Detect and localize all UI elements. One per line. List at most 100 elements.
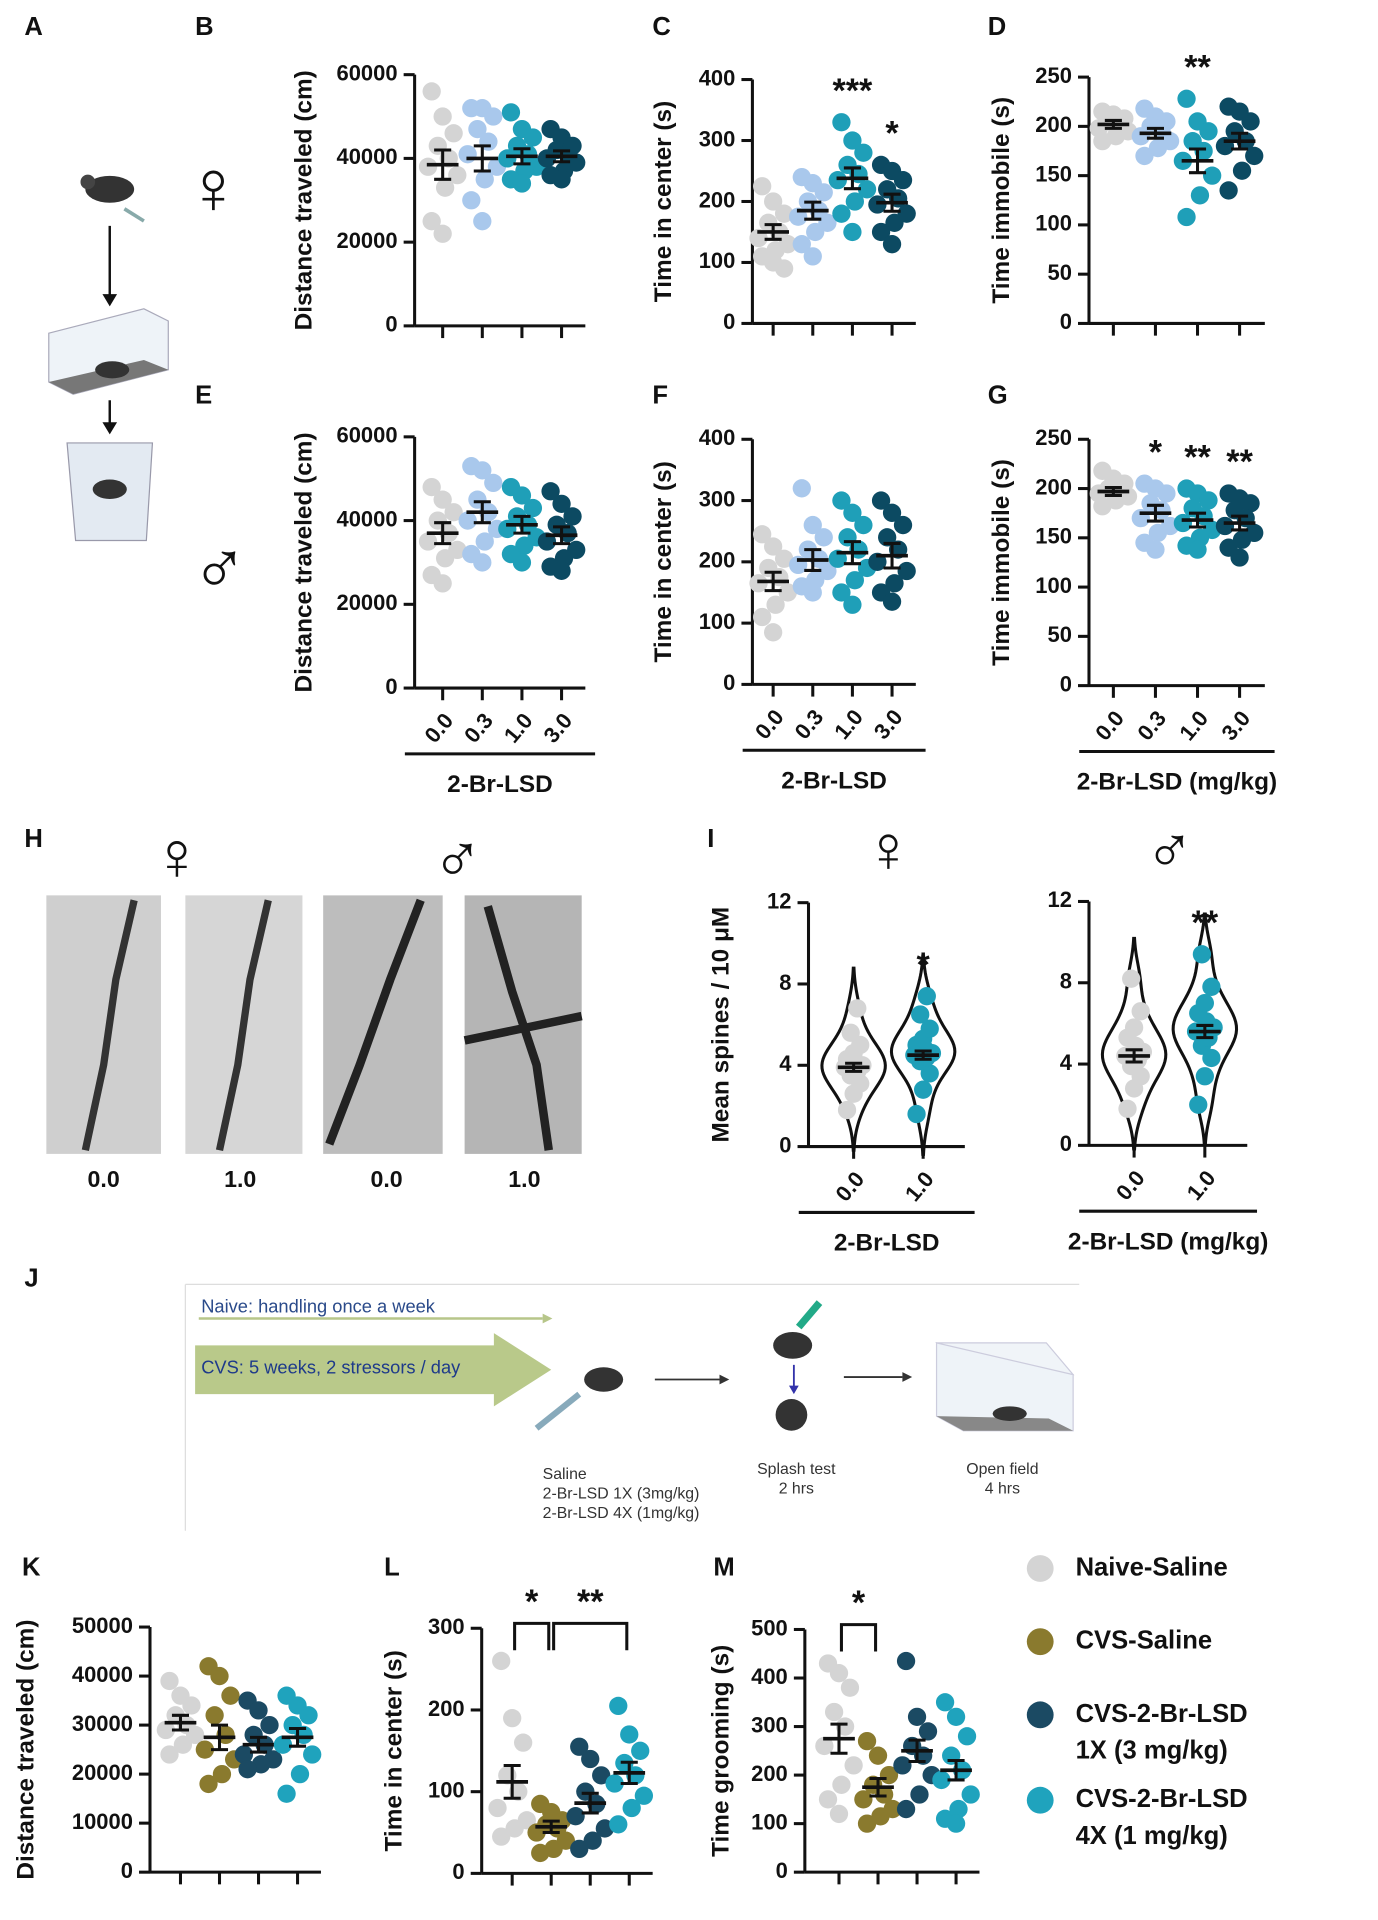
h-caption: 1.0: [224, 1166, 256, 1192]
x-tick-label: 3.0: [1216, 706, 1255, 745]
legend-marker: [1026, 1786, 1054, 1814]
y-tick-label: 100: [751, 1809, 788, 1834]
h-caption: 0.0: [88, 1166, 120, 1192]
j-open-field: Open field: [966, 1461, 1038, 1478]
violin: [1100, 936, 1168, 1151]
data-point: [885, 574, 904, 593]
schematic-j: [184, 1283, 1080, 1531]
y-tick-label: 40000: [337, 506, 398, 531]
data-point: [857, 1731, 877, 1751]
data-point: [774, 204, 794, 223]
data-point: [173, 1735, 193, 1754]
data-point: [1135, 146, 1154, 166]
data-point: [792, 479, 811, 498]
data-point: [199, 1774, 218, 1794]
data-point: [918, 1722, 938, 1741]
y-label: Time in center (s): [650, 461, 677, 662]
data-point: [1188, 540, 1207, 559]
panel-label: B: [195, 13, 213, 41]
y-tick-label: 60000: [337, 60, 398, 85]
data-point: [498, 149, 517, 168]
y-tick-label: 250: [1035, 63, 1072, 88]
significance: *: [916, 946, 930, 984]
data-point: [857, 1814, 877, 1833]
error-bar: [473, 144, 491, 173]
data-point: [1245, 146, 1264, 166]
h-caption: 1.0: [508, 1166, 540, 1192]
data-point: [512, 486, 532, 505]
data-point: [473, 212, 492, 231]
data-point: [845, 571, 864, 590]
error-bar: [908, 1738, 926, 1764]
data-point: [854, 1790, 873, 1809]
y-tick-label: 100: [1035, 211, 1072, 236]
data-point: [844, 1756, 863, 1775]
data-point: [840, 1678, 860, 1697]
error-bar: [434, 521, 452, 546]
y-tick-label: 50: [1048, 622, 1072, 647]
data-point: [893, 1756, 912, 1775]
panel-label: C: [652, 13, 670, 41]
x-label: 2-Br-LSD: [834, 1230, 940, 1257]
data-point: [475, 532, 494, 551]
significance: *: [1149, 433, 1163, 471]
data-point: [896, 1651, 916, 1671]
data-point: [946, 1814, 966, 1833]
data-point: [622, 1798, 641, 1818]
y-label: Distance traveled (cm): [290, 70, 317, 330]
data-point: [160, 1671, 179, 1691]
data-point: [1093, 497, 1112, 516]
j-treatment: Saline: [543, 1466, 587, 1483]
error-bar: [581, 1791, 599, 1815]
y-tick-label: 300: [699, 486, 736, 511]
y-tick-label: 0: [1060, 309, 1072, 334]
y-tick-label: 4: [779, 1051, 792, 1076]
y-tick-label: 200: [751, 1761, 788, 1786]
error-bar: [289, 1726, 307, 1748]
significance: **: [1226, 443, 1253, 481]
y-tick-label: 60000: [337, 423, 398, 448]
y-tick-label: 10000: [72, 1809, 133, 1834]
data-point: [935, 1693, 955, 1712]
data-point: [832, 113, 851, 132]
y-tick-label: 300: [699, 126, 736, 151]
data-point: [829, 1804, 849, 1824]
data-point: [156, 1720, 175, 1740]
data-point: [523, 498, 543, 518]
data-point: [444, 503, 463, 522]
error-bar: [553, 525, 571, 546]
j-treatment: 2-Br-LSD 1X (3mg/kg): [543, 1485, 700, 1502]
data-point: [792, 235, 811, 254]
significance: **: [1184, 438, 1211, 476]
y-tick-label: 0: [385, 312, 397, 337]
data-point: [620, 1725, 639, 1744]
j-naive: Naive: handling once a week: [201, 1295, 436, 1316]
data-point: [832, 204, 851, 223]
panel-label: J: [24, 1264, 38, 1292]
x-tick-label: 1.0: [829, 705, 868, 744]
data-point: [871, 1807, 890, 1826]
data-point: [882, 592, 902, 611]
data-point: [484, 473, 503, 493]
y-tick-label: 8: [779, 970, 791, 995]
data-point: [303, 1745, 322, 1764]
y-tick-label: 0: [385, 674, 397, 699]
error-bar: [1188, 511, 1207, 529]
data-point: [1177, 207, 1196, 227]
y-tick-label: 400: [699, 65, 736, 90]
y-tick-label: 12: [767, 888, 791, 913]
data-point: [512, 553, 532, 572]
data-point: [418, 157, 438, 176]
data-point: [503, 1708, 522, 1728]
data-point: [917, 987, 936, 1006]
data-point: [837, 1100, 857, 1120]
data-point: [433, 490, 452, 509]
error-bar: [1146, 126, 1164, 140]
y-tick-label: 0: [1060, 1131, 1072, 1156]
data-point: [1148, 138, 1168, 158]
data-point: [205, 1706, 224, 1725]
data-point: [832, 491, 851, 510]
violin: [889, 954, 957, 1156]
y-tick-label: 40000: [72, 1662, 133, 1687]
